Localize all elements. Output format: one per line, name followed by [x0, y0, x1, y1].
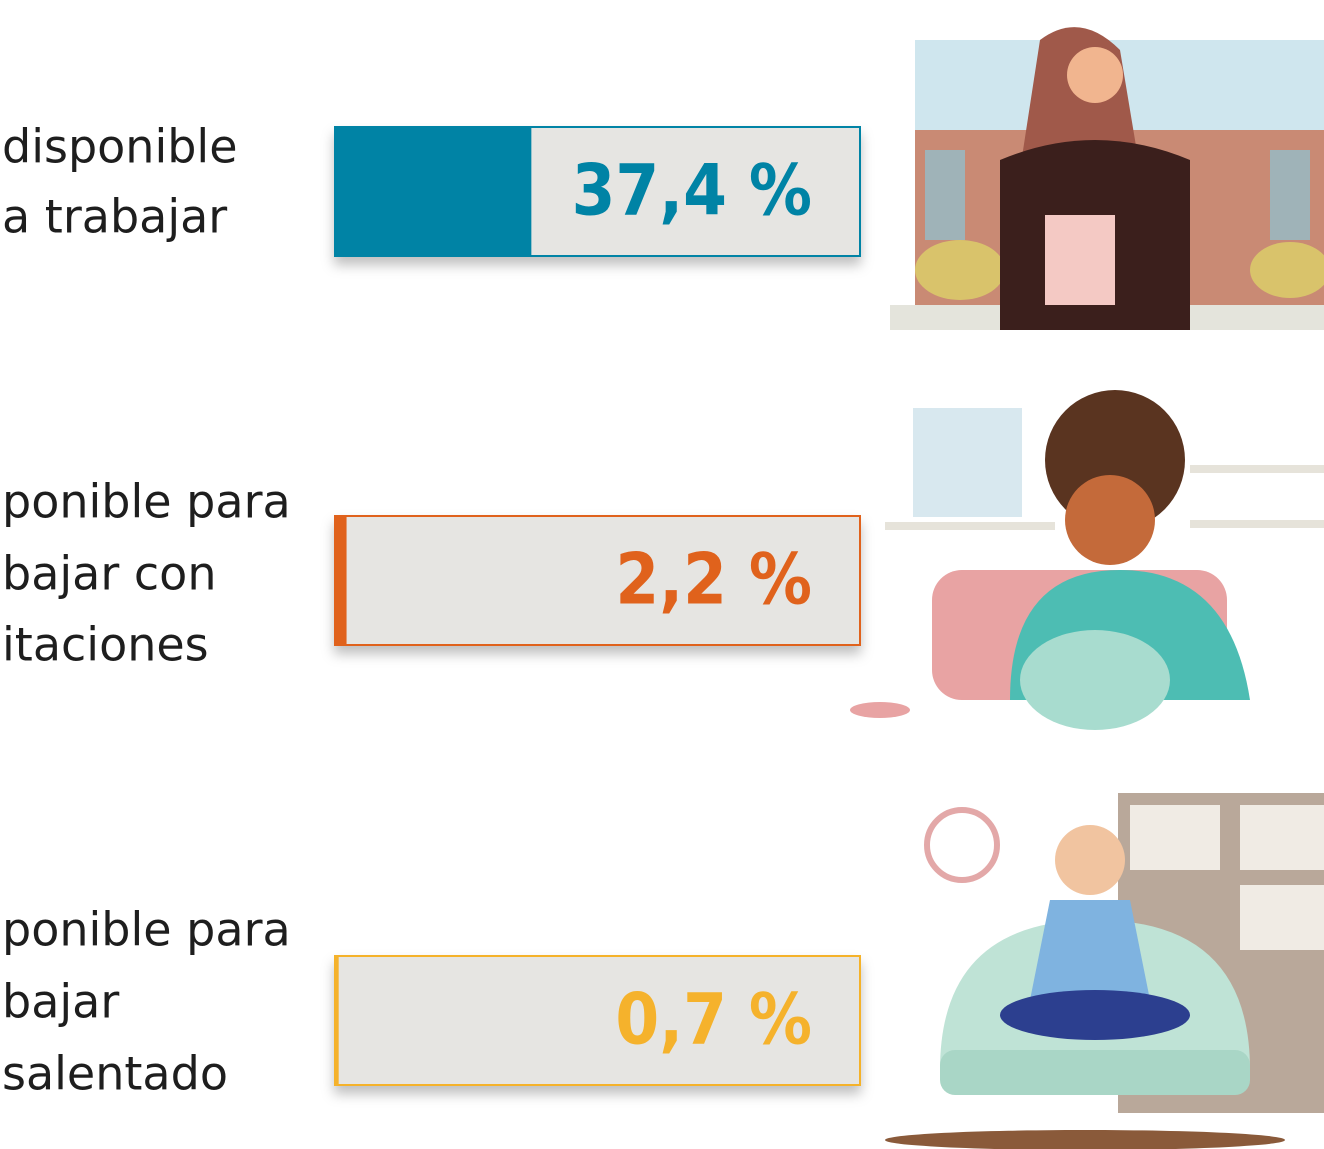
value-label: 0,7 % [615, 979, 812, 1061]
illustration-student [890, 27, 1324, 330]
category-label: bajar con [2, 547, 216, 601]
category-label: ponible para [2, 475, 291, 529]
illustration-man [885, 793, 1324, 1149]
category-label: disponible [2, 120, 238, 174]
category-label: ponible para [2, 903, 291, 957]
category-label: bajar [2, 975, 119, 1029]
value-label: 2,2 % [615, 539, 812, 621]
illustration-mother [850, 390, 1324, 730]
bar [335, 956, 339, 1085]
category-label: salentado [2, 1047, 228, 1101]
bar [335, 127, 532, 256]
category-label: a trabajar [2, 190, 227, 244]
value-label: 37,4 % [572, 150, 812, 232]
category-label: itaciones [2, 618, 209, 672]
bar [335, 516, 347, 645]
